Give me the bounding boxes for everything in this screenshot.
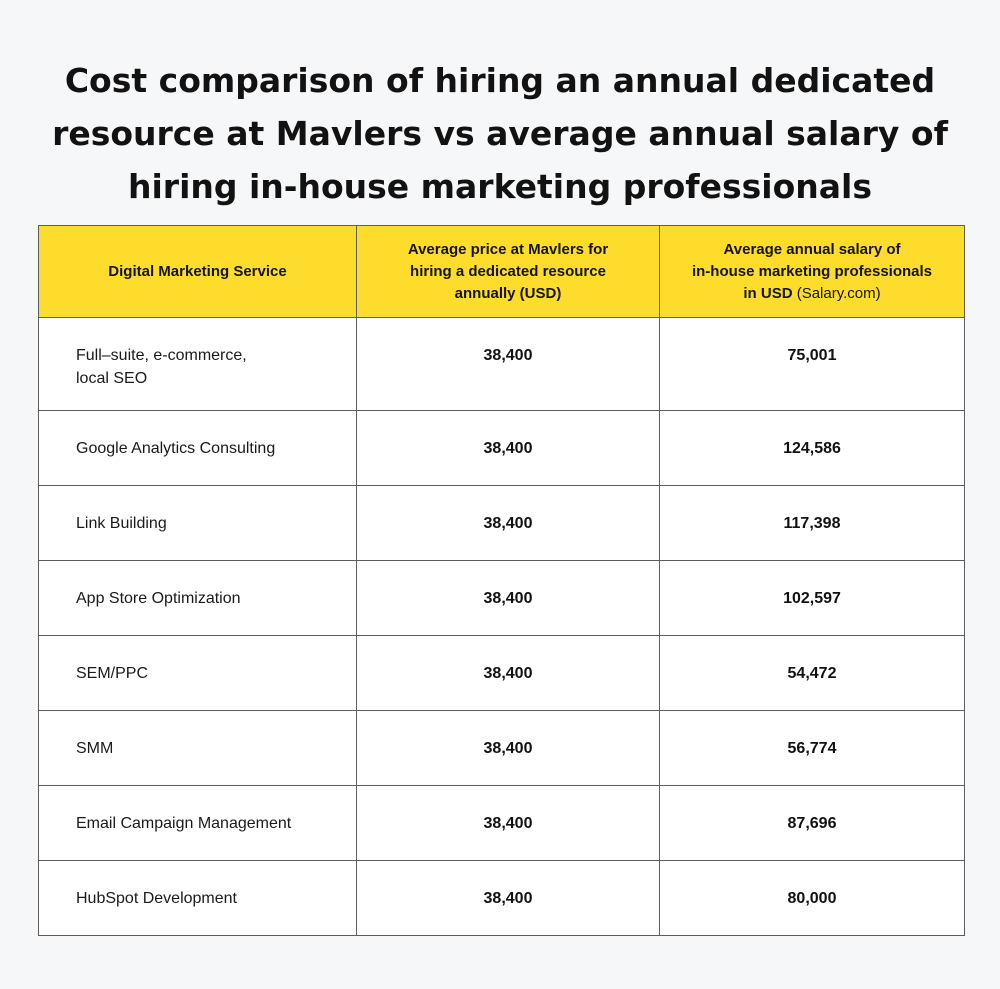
service-cell: Full–suite, e-commerce, local SEO <box>38 317 357 411</box>
service-cell: HubSpot Development <box>38 860 357 936</box>
table-row: SMM 38,400 56,774 <box>38 710 965 786</box>
service-cell: Google Analytics Consulting <box>38 410 357 486</box>
mavlers-price-cell: 38,400 <box>356 317 660 411</box>
title-line-2: resource at Mavlers vs average annual sa… <box>52 114 948 153</box>
mavlers-price-cell: 38,400 <box>356 785 660 861</box>
table-header-row: Digital Marketing Service Average price … <box>38 225 965 318</box>
table-row: Google Analytics Consulting 38,400 124,5… <box>38 410 965 486</box>
header-mavlers-line-2: hiring a dedicated resource <box>410 262 606 280</box>
header-inhouse-unit: in USD <box>743 284 793 302</box>
mavlers-price-cell: 38,400 <box>356 710 660 786</box>
table-row: Email Campaign Management 38,400 87,696 <box>38 785 965 861</box>
title-line-3: hiring in-house marketing professionals <box>127 167 872 206</box>
header-service: Digital Marketing Service <box>38 225 357 318</box>
header-service-label: Digital Marketing Service <box>108 262 287 280</box>
header-mavlers-line-1: Average price at Mavlers for <box>407 240 609 258</box>
inhouse-salary-cell: 124,586 <box>659 410 965 486</box>
inhouse-salary-cell: 117,398 <box>659 485 965 561</box>
table-row: Full–suite, e-commerce, local SEO 38,400… <box>38 317 965 411</box>
inhouse-salary-cell: 80,000 <box>659 860 965 936</box>
header-inhouse-line-3: in USD (Salary.com) <box>660 283 964 305</box>
header-inhouse-source: (Salary.com) <box>796 284 881 302</box>
service-cell: App Store Optimization <box>38 560 357 636</box>
service-name-line-2: local SEO <box>76 370 148 387</box>
header-inhouse-line-1: Average annual salary of <box>723 240 901 258</box>
service-cell: Link Building <box>38 485 357 561</box>
table-row: Link Building 38,400 117,398 <box>38 485 965 561</box>
service-name-line-1: Full–suite, e-commerce, <box>76 347 247 364</box>
header-inhouse-salary: Average annual salary of in-house market… <box>659 225 965 318</box>
service-cell: Email Campaign Management <box>38 785 357 861</box>
service-cell: SMM <box>38 710 357 786</box>
inhouse-salary-cell: 54,472 <box>659 635 965 711</box>
service-cell: SEM/PPC <box>38 635 357 711</box>
inhouse-salary-cell: 87,696 <box>659 785 965 861</box>
inhouse-salary-cell: 102,597 <box>659 560 965 636</box>
mavlers-price-cell: 38,400 <box>356 410 660 486</box>
inhouse-salary-cell: 56,774 <box>659 710 965 786</box>
header-mavlers-line-3: annually (USD) <box>454 284 562 302</box>
mavlers-price-cell: 38,400 <box>356 860 660 936</box>
table-row: App Store Optimization 38,400 102,597 <box>38 560 965 636</box>
table-row: HubSpot Development 38,400 80,000 <box>38 860 965 936</box>
table-row: SEM/PPC 38,400 54,472 <box>38 635 965 711</box>
comparison-table: Digital Marketing Service Average price … <box>38 225 965 936</box>
mavlers-price-cell: 38,400 <box>356 560 660 636</box>
header-inhouse-line-2: in-house marketing professionals <box>691 262 933 280</box>
mavlers-price-cell: 38,400 <box>356 485 660 561</box>
page-title: Cost comparison of hiring an annual dedi… <box>30 54 970 213</box>
title-line-1: Cost comparison of hiring an annual dedi… <box>64 61 936 100</box>
inhouse-salary-cell: 75,001 <box>659 317 965 411</box>
mavlers-price-cell: 38,400 <box>356 635 660 711</box>
header-mavlers-price: Average price at Mavlers for hiring a de… <box>356 225 660 318</box>
